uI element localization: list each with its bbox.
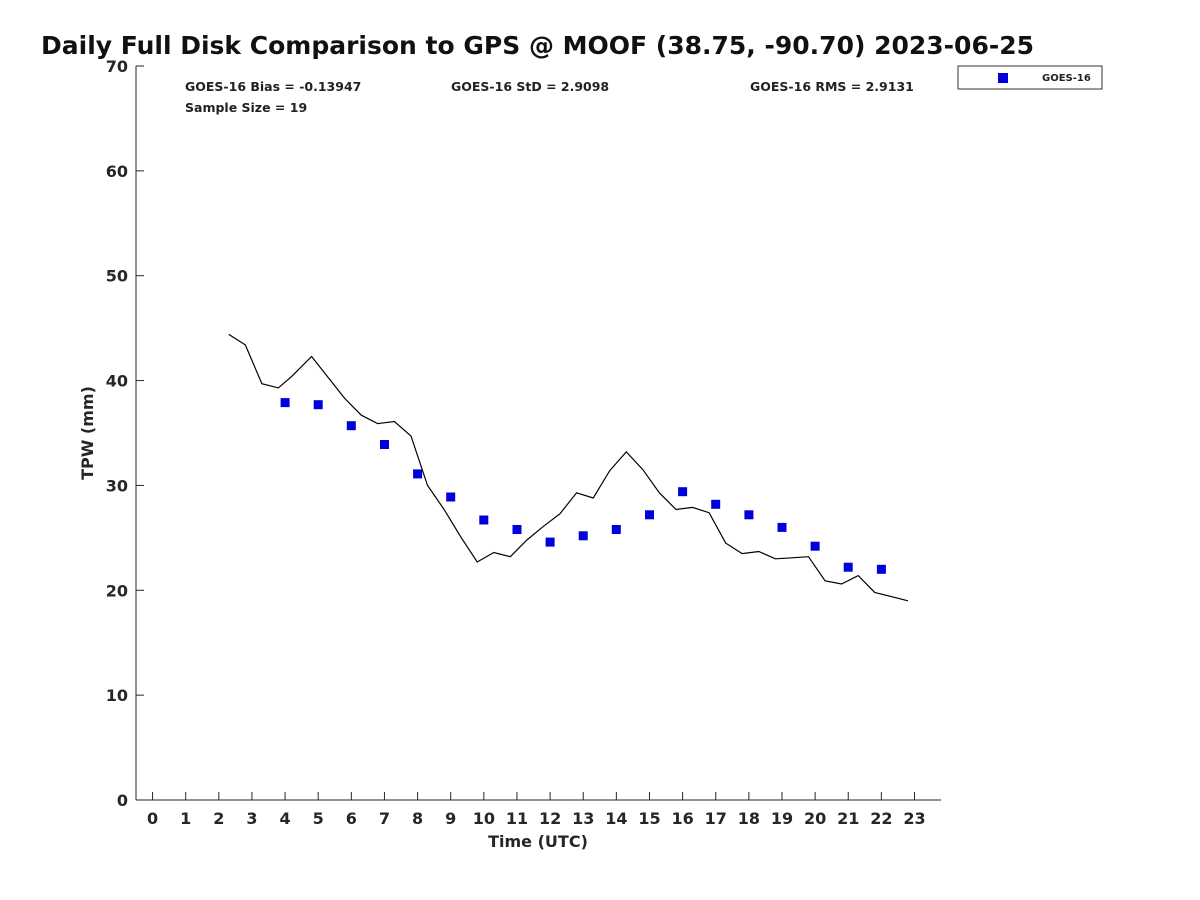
goes-16-point xyxy=(711,499,721,509)
x-tick-label: 4 xyxy=(280,809,291,828)
goes-16-point xyxy=(611,525,621,534)
goes-16-point xyxy=(678,487,688,497)
x-tick-label: 1 xyxy=(180,809,191,828)
x-tick-label: 20 xyxy=(804,809,826,828)
bias-stat: GOES-16 Bias = -0.13947 xyxy=(185,79,361,94)
x-tick-label: 13 xyxy=(572,809,594,828)
y-tick-label: 50 xyxy=(106,267,128,286)
goes-16-point xyxy=(843,562,853,572)
goes-16-point xyxy=(413,469,423,479)
y-tick-label: 10 xyxy=(106,686,128,705)
x-tick-label: 16 xyxy=(671,809,693,828)
x-tick-label: 11 xyxy=(506,809,528,828)
x-tick-label: 14 xyxy=(605,809,627,828)
legend-marker-goes-16 xyxy=(998,73,1008,83)
x-axis-ticks: 0 1 2 3 4 5 6 7 8 9 10 11 12 13 14 15 16 17 18 19 20 21 22 23 xyxy=(147,792,926,828)
x-tick-label: 23 xyxy=(903,809,925,828)
y-tick-label: 20 xyxy=(106,581,128,600)
rms-stat: GOES-16 RMS = 2.9131 xyxy=(750,79,914,94)
goes-16-point xyxy=(545,537,555,547)
goes-16-point xyxy=(313,400,323,410)
y-tick-label: 40 xyxy=(106,372,128,391)
goes-16-point xyxy=(810,541,820,551)
goes-16-point xyxy=(380,440,389,449)
x-tick-label: 5 xyxy=(313,809,324,828)
goes-16-point xyxy=(744,510,754,520)
x-tick-label: 3 xyxy=(246,809,257,828)
x-tick-label: 21 xyxy=(837,809,859,828)
x-axis-label: Time (UTC) xyxy=(488,832,588,851)
y-axis-ticks: 0 10 20 30 40 50 60 70 xyxy=(106,57,144,810)
y-tick-label: 60 xyxy=(106,162,128,181)
y-tick-label: 0 xyxy=(117,791,128,810)
legend-label-goes-16: GOES-16 xyxy=(1042,73,1091,84)
goes-16-point-series xyxy=(280,398,886,574)
sample-size-stat: Sample Size = 19 xyxy=(185,100,307,115)
x-tick-label: 9 xyxy=(445,809,456,828)
y-tick-label: 30 xyxy=(106,476,128,495)
goes-16-point xyxy=(645,510,654,520)
gps-line-series xyxy=(228,333,909,602)
chart-title: Daily Full Disk Comparison to GPS @ MOOF… xyxy=(41,31,1034,60)
goes-16-point xyxy=(479,515,489,525)
x-tick-label: 8 xyxy=(412,809,423,828)
goes-16-point xyxy=(346,421,356,431)
goes-16-point xyxy=(777,522,787,532)
x-tick-label: 7 xyxy=(379,809,390,828)
x-tick-label: 0 xyxy=(147,809,158,828)
goes-16-point xyxy=(512,525,522,534)
legend: GOES-16 xyxy=(957,65,1103,90)
x-tick-label: 2 xyxy=(213,809,224,828)
std-stat: GOES-16 StD = 2.9098 xyxy=(451,79,609,94)
legend-box xyxy=(957,65,1103,90)
y-tick-label: 70 xyxy=(106,57,128,76)
y-axis-label: TPW (mm) xyxy=(78,386,97,480)
goes-16-point xyxy=(280,398,290,408)
x-tick-label: 12 xyxy=(539,809,561,828)
x-tick-label: 15 xyxy=(638,809,660,828)
gps-tpw-line xyxy=(228,333,909,602)
goes-16-point xyxy=(876,564,886,574)
x-tick-label: 19 xyxy=(771,809,793,828)
x-tick-label: 22 xyxy=(870,809,892,828)
x-tick-label: 18 xyxy=(738,809,760,828)
axes xyxy=(135,66,941,801)
x-tick-label: 10 xyxy=(473,809,495,828)
x-tick-label: 6 xyxy=(346,809,357,828)
goes-16-point xyxy=(578,531,588,541)
x-tick-label: 17 xyxy=(705,809,727,828)
goes-16-point xyxy=(446,492,456,502)
